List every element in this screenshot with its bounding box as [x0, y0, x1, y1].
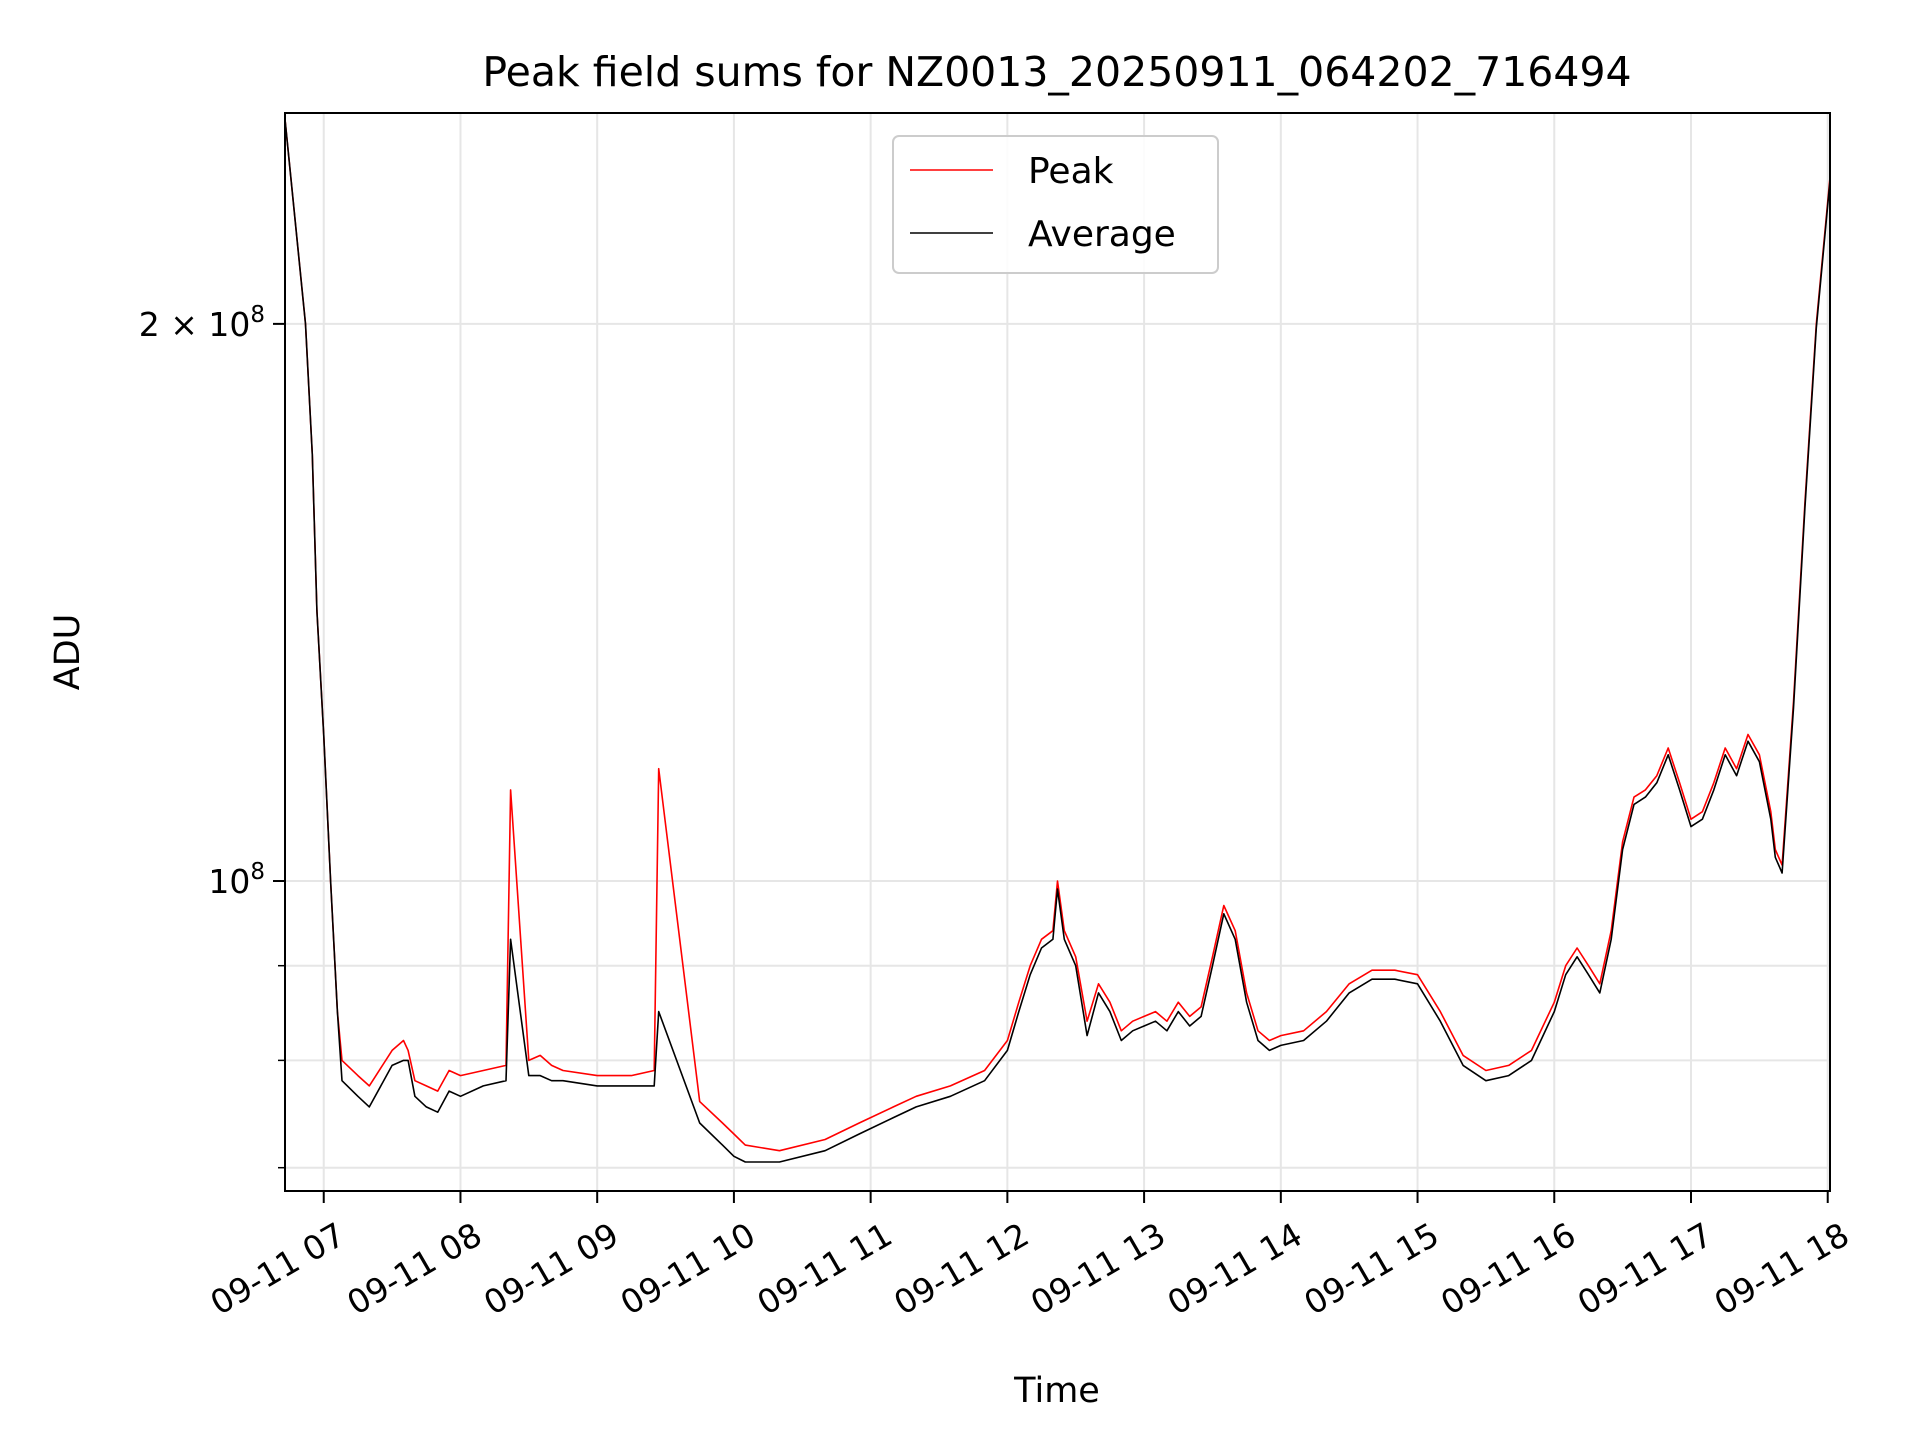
x-tick-label: 09-11 10 [614, 1215, 762, 1323]
grid-layer [285, 113, 1830, 1191]
plot-frame [284, 112, 1831, 1192]
x-tick-label: 09-11 09 [477, 1215, 625, 1323]
x-tick-label: 09-11 13 [1024, 1215, 1172, 1323]
legend: Peak Average [892, 135, 1219, 274]
x-tick-label: 09-11 15 [1297, 1215, 1445, 1323]
x-tick-label: 09-11 16 [1434, 1215, 1582, 1323]
series-line-average [284, 119, 1831, 1163]
x-tick-label: 09-11 07 [204, 1215, 352, 1323]
x-axis-title: Time [1013, 1371, 1100, 1411]
x-tick-label: 09-11 11 [751, 1215, 899, 1323]
x-tick-label: 09-11 18 [1708, 1215, 1856, 1323]
y-axis-title: ADU [48, 614, 88, 691]
series-layer [284, 119, 1831, 1163]
legend-label-average: Average [1028, 214, 1176, 255]
legend-label-peak: Peak [1028, 151, 1114, 192]
series-line-peak [284, 119, 1831, 1152]
y-tick-label: 2 × 108 [139, 302, 265, 344]
chart-title: Peak field sums for NZ0013_20250911_0642… [482, 48, 1631, 96]
x-tick-label: 09-11 08 [340, 1215, 488, 1323]
x-tick-label: 09-11 14 [1161, 1215, 1309, 1323]
x-tick-label: 09-11 12 [887, 1215, 1035, 1323]
y-tick-label: 108 [208, 859, 265, 901]
x-tick-label: 09-11 17 [1571, 1215, 1719, 1323]
